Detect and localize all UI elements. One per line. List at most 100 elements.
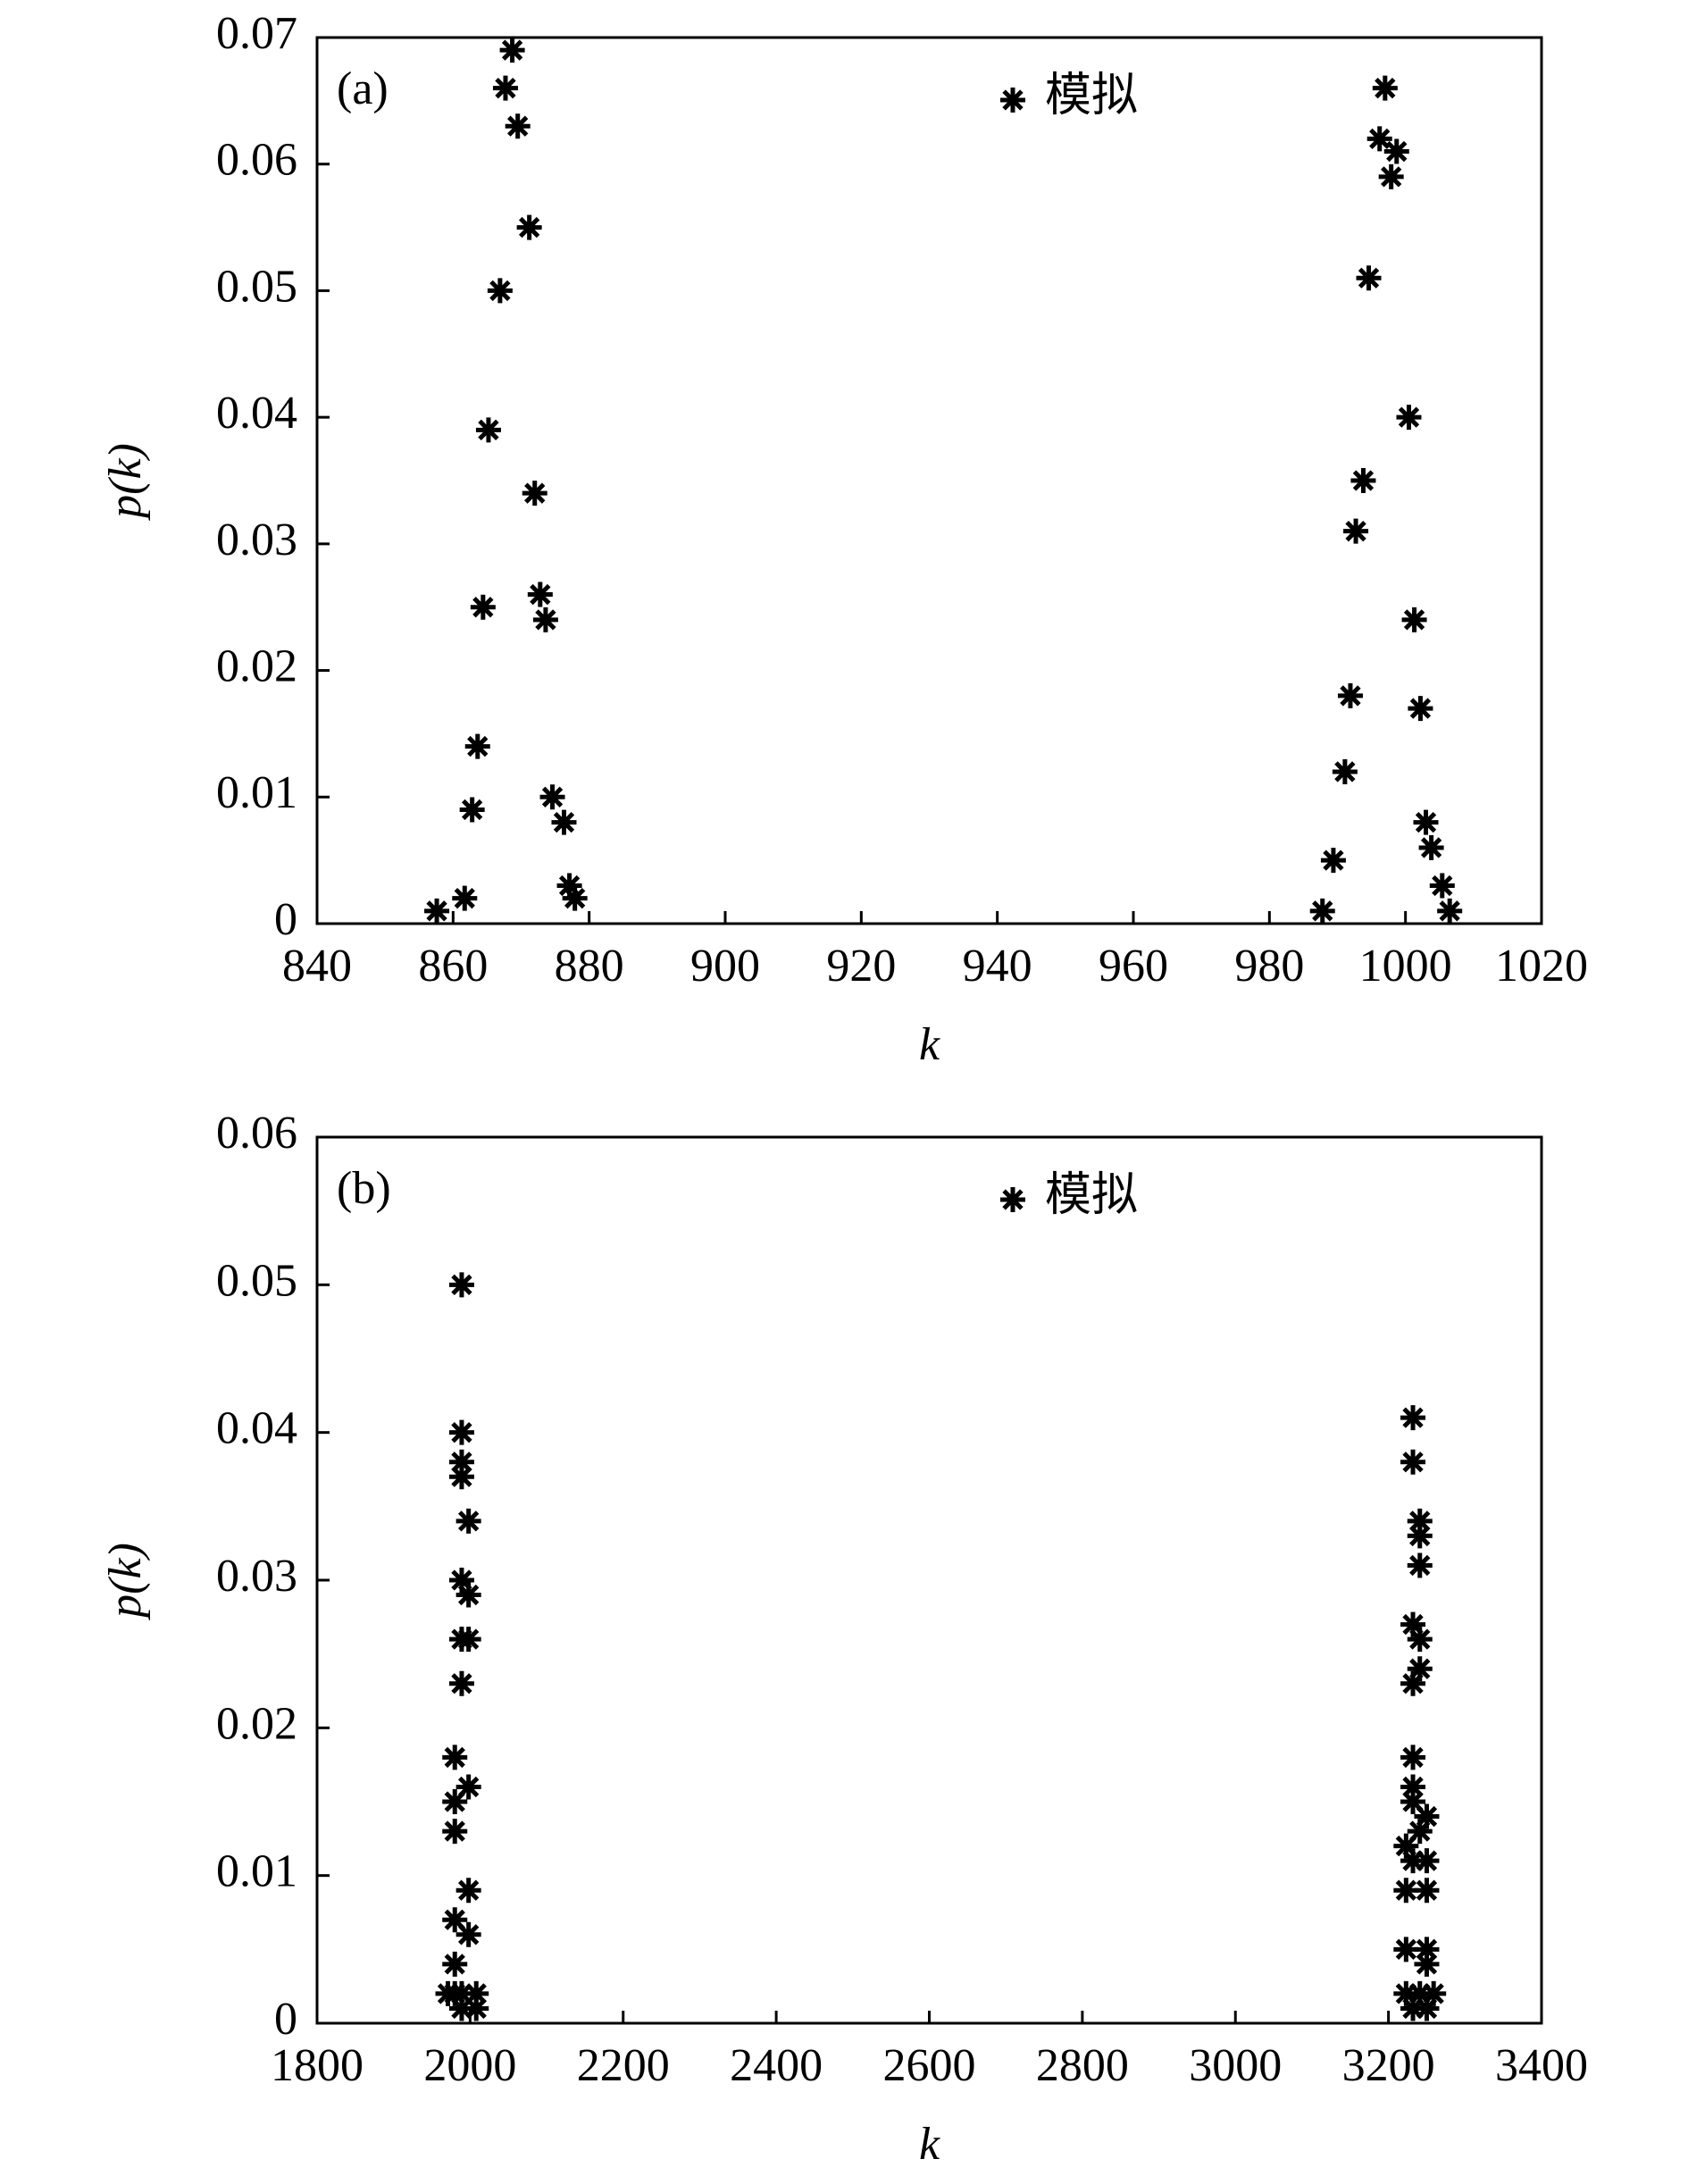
data-point [1383, 138, 1409, 164]
y-tick-label: 0.01 [216, 1846, 297, 1897]
y-tick-label: 0.01 [216, 767, 297, 818]
data-point [1418, 834, 1444, 860]
data-point [1414, 1937, 1440, 1962]
x-axis-label: k [919, 2119, 940, 2170]
data-point [455, 1582, 481, 1608]
data-point [455, 1627, 481, 1653]
data-point [448, 1464, 474, 1490]
data-point [1407, 1980, 1433, 2006]
data-point [442, 1819, 468, 1845]
data-point [551, 809, 577, 835]
data-point [1429, 873, 1455, 899]
data-point [1400, 1449, 1426, 1475]
data-point [448, 1449, 474, 1475]
x-tick-label: 860 [418, 941, 488, 992]
data-point [1400, 1774, 1426, 1800]
y-tick-label: 0.06 [216, 1108, 297, 1159]
data-point [1337, 682, 1363, 708]
data-point [1414, 1803, 1440, 1829]
x-tick-label: 1000 [1359, 941, 1452, 992]
panel-label: (b) [337, 1163, 391, 1214]
data-point [487, 278, 513, 304]
data-point [1350, 468, 1376, 493]
data-point [1400, 1405, 1426, 1431]
y-tick-label: 0.04 [216, 388, 297, 439]
data-point [448, 1568, 474, 1593]
panel-label: (a) [337, 63, 389, 114]
x-tick-label: 3400 [1495, 2040, 1588, 2091]
x-tick-label: 960 [1099, 941, 1168, 992]
data-point [442, 1745, 468, 1770]
y-tick-label: 0.03 [216, 515, 297, 565]
data-point [1332, 758, 1358, 784]
x-tick-label: 3200 [1342, 2040, 1435, 2091]
data-point [448, 1670, 474, 1696]
data-point [1401, 607, 1427, 632]
data-point [470, 594, 496, 620]
data-point [1414, 1848, 1440, 1874]
data-point [1407, 1819, 1433, 1845]
x-tick-label: 2000 [423, 2040, 516, 2091]
legend-marker [1000, 1187, 1025, 1212]
y-tick-label: 0 [274, 894, 297, 945]
plot-frame [315, 1135, 1543, 2025]
data-point [562, 885, 588, 911]
data-point [1421, 1980, 1447, 2006]
data-point [1400, 1789, 1426, 1814]
x-tick-label: 1020 [1495, 941, 1588, 992]
y-tick-label: 0.02 [216, 1698, 297, 1749]
data-point [442, 1951, 468, 1977]
data-point [1408, 696, 1433, 722]
data-point [1400, 1848, 1426, 1874]
y-tick-label: 0.06 [216, 135, 297, 186]
data-point [1437, 898, 1463, 924]
legend-label: 模拟 [1045, 1170, 1138, 1221]
data-point [532, 607, 558, 632]
plot-frame [315, 36, 1543, 925]
y-axis-label: p(k) [100, 443, 151, 522]
data-point [1320, 848, 1346, 874]
data-point [1400, 1996, 1426, 2021]
y-tick-label: 0.04 [216, 1403, 297, 1454]
y-tick-label: 0.02 [216, 641, 297, 692]
y-tick-label: 0 [274, 1994, 297, 2045]
data-point [1393, 1833, 1419, 1859]
data-point [464, 1980, 489, 2006]
data-point [516, 214, 542, 240]
data-point [1414, 1996, 1440, 2021]
data-point [1400, 1611, 1426, 1637]
x-tick-label: 880 [555, 941, 624, 992]
data-point [1407, 1552, 1433, 1578]
y-tick-label: 0.05 [216, 261, 297, 312]
data-point [492, 75, 518, 101]
x-tick-label: 920 [826, 941, 896, 992]
x-tick-label: 940 [963, 941, 1032, 992]
data-point [424, 898, 450, 924]
x-tick-label: 2200 [577, 2040, 670, 2091]
data-point [448, 1980, 474, 2006]
data-point [464, 1996, 489, 2021]
data-point [452, 885, 478, 911]
data-point [1309, 898, 1335, 924]
data-point [1400, 1670, 1426, 1696]
data-point [1400, 1745, 1426, 1770]
data-point [455, 1774, 481, 1800]
x-tick-label: 2800 [1036, 2040, 1129, 2091]
data-point [475, 417, 501, 443]
data-point [1356, 265, 1382, 291]
x-tick-label: 840 [282, 941, 352, 992]
x-tick-label: 900 [690, 941, 760, 992]
y-tick-label: 0.05 [216, 1255, 297, 1306]
data-point [499, 38, 525, 63]
y-tick-label: 0.07 [216, 8, 297, 59]
data-point [1407, 1627, 1433, 1653]
x-tick-label: 980 [1234, 941, 1304, 992]
data-point [1372, 75, 1398, 101]
x-axis-label: k [919, 1019, 940, 1070]
data-point [1413, 809, 1439, 835]
data-point [455, 1508, 481, 1534]
data-point [527, 582, 553, 607]
data-point [1366, 126, 1392, 152]
